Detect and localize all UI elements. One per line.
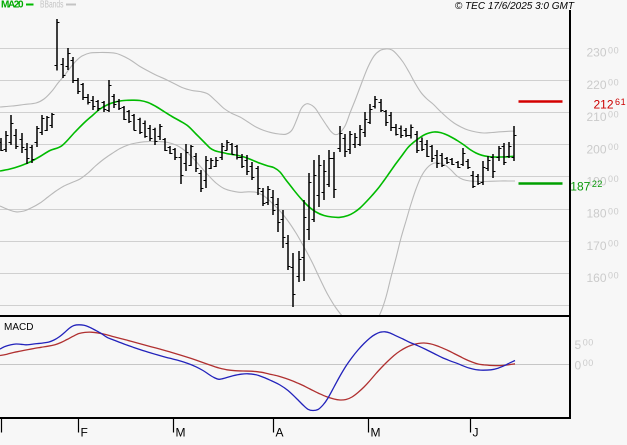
svg-text:© TEC 17/6/2025 3:0 GMT: © TEC 17/6/2025 3:0 GMT: [455, 1, 575, 12]
svg-text:J: J: [473, 426, 479, 440]
svg-text:MA20: MA20: [1, 0, 24, 11]
svg-text:BBands: BBands: [40, 0, 64, 11]
svg-text:M: M: [371, 426, 381, 440]
svg-text:A: A: [276, 426, 284, 440]
svg-text:F: F: [81, 426, 88, 440]
svg-text:MACD: MACD: [4, 322, 33, 333]
svg-text:M: M: [176, 426, 186, 440]
